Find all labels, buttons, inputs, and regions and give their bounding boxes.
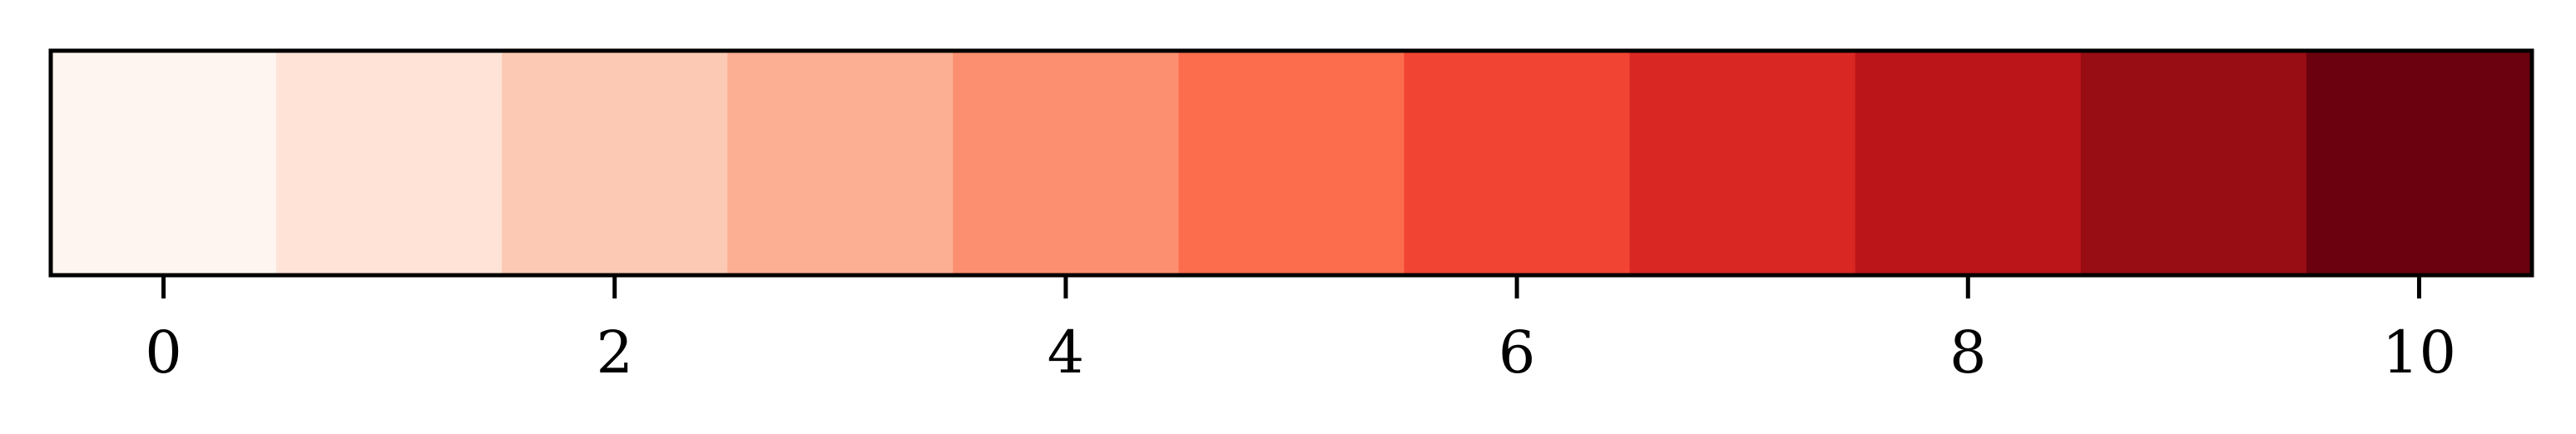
colorbar-cell-5 <box>1178 51 1405 275</box>
colorbar-cell-3 <box>727 51 954 275</box>
colorbar-frame <box>48 48 2534 278</box>
colorbar-cell-7 <box>1629 51 1856 275</box>
x-tick-label-2: 2 <box>596 318 633 387</box>
colorbar-cell-9 <box>2080 51 2307 275</box>
colorbar-cell-8 <box>1855 51 2082 275</box>
colorbar-cell-6 <box>1404 51 1631 275</box>
colorbar-cell-2 <box>502 51 728 275</box>
x-tick-label-4: 4 <box>1048 318 1085 387</box>
colorbar-cell-1 <box>276 51 503 275</box>
colorbar-cell-4 <box>953 51 1180 275</box>
colorbar-cells <box>51 51 2533 275</box>
x-tick-label-0: 0 <box>145 318 182 387</box>
x-tick-label-6: 6 <box>1499 318 1536 387</box>
x-tick-label-8: 8 <box>1949 318 1987 387</box>
x-tick-label-10: 10 <box>2382 318 2456 387</box>
x-axis: 0 2 4 6 8 10 <box>145 275 2456 387</box>
colorbar-cell-10 <box>2306 51 2533 275</box>
colorbar-cell-0 <box>51 51 277 275</box>
